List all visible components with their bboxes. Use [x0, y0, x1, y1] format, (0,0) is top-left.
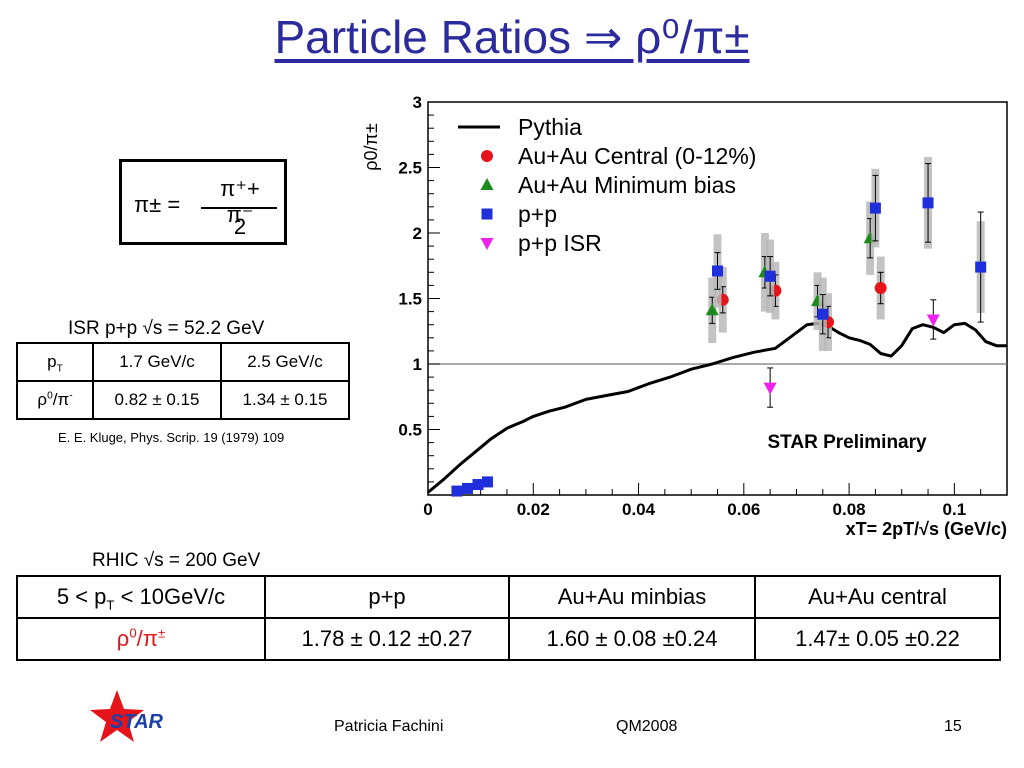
isr-table-title: ISR p+p √s = 52.2 GeV [68, 318, 265, 339]
table-cell: 1.34 ± 0.15 [220, 380, 350, 420]
y-tick-label: 2 [413, 224, 422, 243]
rho-pion-ratio-chart: Pythia Au+Au Central (0-12%) Au+Au Minimum… [361, 93, 1008, 539]
x-tick-label: 0 [423, 500, 432, 519]
table-cell: pT [16, 342, 94, 382]
formula-lhs: π± = [134, 192, 181, 217]
rhic-table: 5 < pT < 10GeV/c p+p Au+Au minbias Au+Au… [16, 575, 1001, 661]
p-p-isr-point [926, 314, 940, 327]
y-tick-label: 3 [413, 93, 422, 112]
p-p-point [481, 476, 493, 488]
table-cell: 0.82 ± 0.15 [92, 380, 222, 420]
p-p-point [817, 308, 829, 320]
isr-reference: E. E. Kluge, Phys. Scrip. 19 (1979) 109 [58, 430, 285, 445]
x-tick-label: 0.06 [727, 500, 760, 519]
footer-conference: QM2008 [616, 718, 678, 735]
p-p-point [451, 485, 463, 497]
y-tick-label: 1 [413, 355, 422, 374]
table-row: ρ0/π± 1.78 ± 0.12 ±0.27 1.60 ± 0.08 ±0.2… [16, 617, 1001, 661]
au-au-minimum-bias-point [705, 303, 719, 316]
p-p-point [712, 265, 723, 277]
legend-p-p-marker [481, 208, 493, 220]
x-tick-label: 0.08 [833, 500, 866, 519]
legend-pythia-label: Pythia [518, 114, 582, 140]
table-cell: 2.5 GeV/c [220, 342, 350, 382]
x-axis-label: xT= 2pT/√s (GeV/c) [846, 519, 1007, 539]
footer-page-number: 15 [944, 718, 962, 735]
star-icon [90, 690, 144, 742]
table-cell: ρ0/π- [16, 380, 94, 420]
pion-average-formula: π± = π⁺+ π⁻ 2 [119, 159, 287, 245]
p-p-point [461, 482, 473, 494]
slide-title: Particle Ratios ⇒ ρ⁰/π± [274, 11, 750, 63]
formula-denominator: 2 [233, 214, 247, 239]
y-axis-label: ρ0/π± [361, 123, 381, 171]
p-p-isr-point [763, 382, 777, 395]
logo-text: STAR [110, 711, 164, 733]
p-p-point [472, 479, 484, 491]
legend-p-p-label: p+p [518, 201, 557, 227]
table-cell: Au+Au central [754, 575, 1001, 619]
y-tick-label: 0.5 [398, 421, 422, 440]
x-tick-label: 0.04 [622, 500, 656, 519]
table-cell: p+p [264, 575, 510, 619]
p-p-point [922, 197, 934, 209]
p-p-point [764, 270, 776, 282]
legend-au-au-minimum-bias-marker [480, 178, 494, 190]
footer-author: Patricia Fachini [334, 718, 444, 735]
y-tick-label: 2.5 [398, 159, 422, 178]
table-cell: 1.60 ± 0.08 ±0.24 [508, 617, 756, 661]
table-cell: ρ0/π± [16, 617, 266, 661]
x-tick-label: 0.02 [517, 500, 550, 519]
isr-table: pT 1.7 GeV/c 2.5 GeV/c ρ0/π- 0.82 ± 0.15… [16, 342, 350, 420]
table-row: 5 < pT < 10GeV/c p+p Au+Au minbias Au+Au… [16, 575, 1001, 619]
table-cell: 5 < pT < 10GeV/c [16, 575, 266, 619]
pythia-curve [427, 321, 1007, 494]
x-tick-label: 0.1 [943, 500, 967, 519]
legend-p-p-isr-marker [480, 238, 494, 250]
rhic-table-title: RHIC √s = 200 GeV [92, 550, 261, 571]
y-tick-label: 1.5 [398, 290, 422, 309]
star-preliminary-label: STAR Preliminary [768, 432, 928, 453]
table-row: ρ0/π- 0.82 ± 0.15 1.34 ± 0.15 [16, 380, 350, 420]
au-au-central-0-12-point [874, 282, 887, 295]
legend-p-p-isr-label: p+p ISR [518, 230, 602, 256]
fraction-bar [201, 207, 277, 209]
legend-au-au-minimum-bias-label: Au+Au Minimum bias [518, 172, 736, 198]
table-cell: Au+Au minbias [508, 575, 756, 619]
p-p-point [975, 261, 987, 273]
table-cell: 1.78 ± 0.12 ±0.27 [264, 617, 510, 661]
table-cell: 1.7 GeV/c [92, 342, 222, 382]
star-logo: STAR [90, 690, 164, 742]
p-p-point [869, 202, 881, 214]
legend-au-au-central-0-12-label: Au+Au Central (0-12%) [518, 143, 756, 169]
table-row: pT 1.7 GeV/c 2.5 GeV/c [16, 342, 350, 382]
table-cell: 1.47± 0.05 ±0.22 [754, 617, 1001, 661]
formula-numerator: π⁺+ π⁻ [220, 176, 260, 227]
legend-au-au-central-0-12-marker [481, 150, 493, 162]
